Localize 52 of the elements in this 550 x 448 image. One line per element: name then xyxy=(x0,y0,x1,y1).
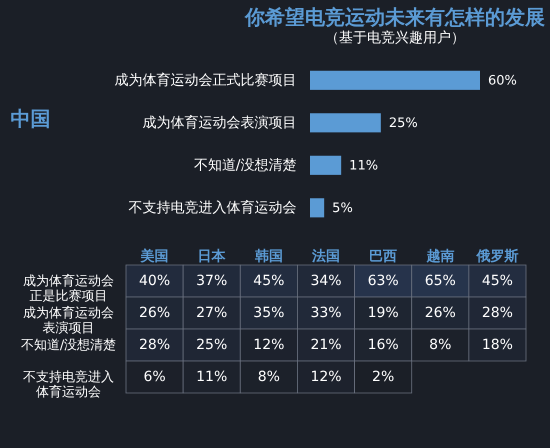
data-label: 26% xyxy=(424,305,456,321)
data-label: 16% xyxy=(368,337,399,353)
data-label: 63% xyxy=(368,273,399,289)
x-tick-label: 日本 xyxy=(198,248,227,264)
data-label: 12% xyxy=(310,369,342,385)
y-tick-label: 不知道/没想清楚 xyxy=(194,157,296,174)
data-label: 6% xyxy=(143,369,166,385)
y-tick-label: 不知道/没想清楚 xyxy=(20,338,116,353)
data-label: 28% xyxy=(482,305,513,321)
data-label: 25% xyxy=(196,337,228,353)
data-label: 26% xyxy=(139,305,170,321)
x-tick-label: 越南 xyxy=(425,248,454,264)
chart-title: 你希望电竞运动未来有怎样的发展 xyxy=(244,5,545,29)
bar xyxy=(310,156,342,175)
data-label: 33% xyxy=(310,305,342,321)
y-axis-title: 中国 xyxy=(10,106,50,130)
y-tick-label: 成为体育运动会表演项目 xyxy=(142,114,296,131)
x-tick-label: 俄罗斯 xyxy=(475,248,518,264)
y-tick-label: 成为体育运动会正是比赛项目 xyxy=(23,273,114,304)
data-label: 27% xyxy=(196,305,228,321)
data-label: 45% xyxy=(482,273,513,289)
data-label: 12% xyxy=(253,337,284,353)
y-tick-label: 成为体育运动会表演项目 xyxy=(23,305,114,336)
data-label: 19% xyxy=(368,305,399,321)
x-tick-label: 美国 xyxy=(140,248,169,264)
bar xyxy=(310,70,480,90)
data-label: 5% xyxy=(332,200,353,216)
bar xyxy=(310,113,381,132)
y-tick-label: 不支持电竞进入体育运动会 xyxy=(128,198,296,216)
data-label: 2% xyxy=(372,369,394,385)
data-label: 8% xyxy=(258,369,280,385)
data-label: 8% xyxy=(429,337,452,353)
data-label: 18% xyxy=(482,337,513,353)
data-label: 21% xyxy=(310,337,342,353)
y-tick-label: 成为体育运动会正式比赛项目 xyxy=(114,71,296,88)
x-tick-label: 法国 xyxy=(311,248,340,264)
data-label: 25% xyxy=(388,116,418,131)
data-label: 45% xyxy=(253,273,284,289)
data-label: 11% xyxy=(349,158,378,174)
data-label: 60% xyxy=(488,73,517,88)
data-label: 37% xyxy=(196,273,228,289)
data-label: 34% xyxy=(310,273,342,289)
data-label: 65% xyxy=(424,273,456,289)
data-label: 11% xyxy=(196,369,228,385)
y-tick-label: 不支持电竞进入体育运动会 xyxy=(23,370,114,400)
data-label: 28% xyxy=(139,337,170,353)
data-label: 40% xyxy=(139,273,170,289)
data-label: 35% xyxy=(253,305,284,321)
x-tick-label: 巴西 xyxy=(369,248,398,264)
bar xyxy=(310,198,324,218)
chart-subtitle: （基于电竞兴趣用户） xyxy=(325,30,465,46)
x-tick-label: 韩国 xyxy=(254,248,283,264)
